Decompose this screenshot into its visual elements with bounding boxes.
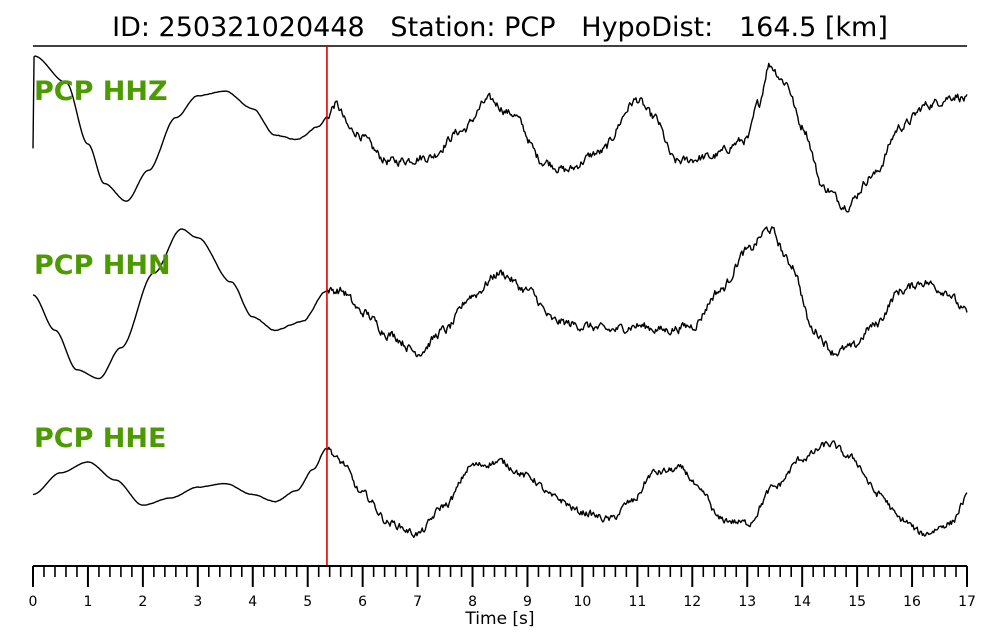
x-tick-label: 14 xyxy=(793,594,811,610)
x-axis-label: Time [s] xyxy=(464,609,534,629)
x-tick-label: 8 xyxy=(468,594,477,610)
x-tick-label: 10 xyxy=(573,594,591,610)
trace-label: PCP HHE xyxy=(34,423,166,454)
x-tick-label: 5 xyxy=(303,594,312,610)
x-tick-label: 0 xyxy=(29,594,38,610)
trace-label: PCP HHN xyxy=(34,250,171,281)
x-tick-label: 13 xyxy=(738,594,756,610)
x-tick-label: 11 xyxy=(628,594,646,610)
x-tick-label: 3 xyxy=(193,594,202,610)
x-tick-label: 12 xyxy=(683,594,701,610)
x-tick-label: 1 xyxy=(83,594,92,610)
x-tick-label: 6 xyxy=(358,594,367,610)
waveform-trace xyxy=(32,440,968,539)
traces-layer xyxy=(32,55,968,539)
time-axis: 0 1 2 3 4 5 6 7 8 9 10 11 12 13 14 15 16 17 xyxy=(29,565,976,610)
chart-title: ID: 250321020448 Station: PCP HypoDist: … xyxy=(112,12,888,43)
x-tick-label: 4 xyxy=(248,594,257,610)
trace-label: PCP HHZ xyxy=(34,76,168,107)
x-tick-label: 2 xyxy=(138,594,147,610)
x-tick-label: 9 xyxy=(523,594,532,610)
x-tick-label: 7 xyxy=(413,594,422,610)
waveform-trace xyxy=(32,55,968,213)
trace-labels-layer: PCP HHZ PCP HHN PCP HHE xyxy=(34,76,171,454)
x-tick-label: 17 xyxy=(958,594,976,610)
x-tick-label: 16 xyxy=(903,594,921,610)
x-tick-label: 15 xyxy=(848,594,866,610)
waveform-trace xyxy=(32,226,968,380)
